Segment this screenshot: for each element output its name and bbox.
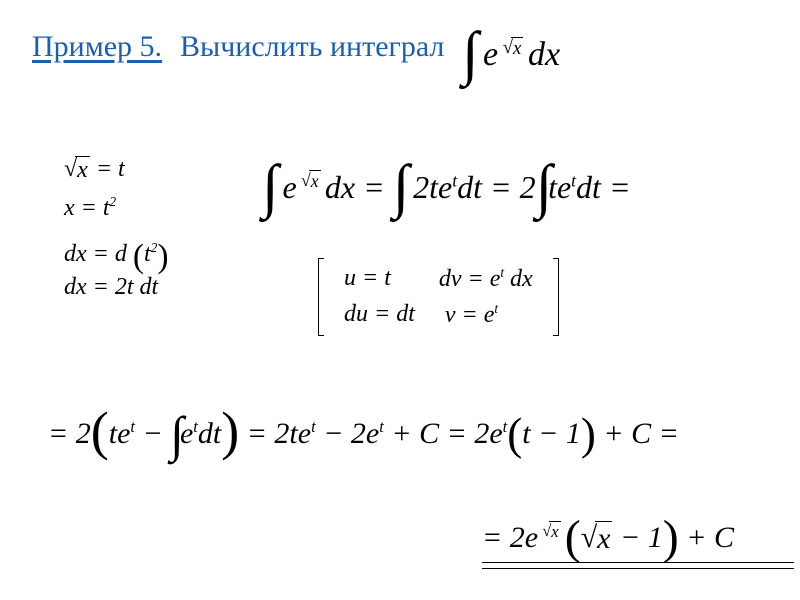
eq: = — [490, 169, 520, 205]
bp-dv: dv = et dx — [439, 265, 533, 293]
sqrt-x-3: x — [309, 170, 321, 192]
bp-v-l: v = e — [445, 302, 495, 328]
ans-exp: x — [549, 521, 560, 542]
e: e — [483, 36, 498, 73]
te2: te — [548, 169, 571, 205]
bracket-r-icon — [553, 258, 559, 336]
sqrt: x — [503, 37, 524, 60]
l3-eq: = 2te — [239, 417, 311, 450]
l3-et: e — [180, 417, 193, 450]
sub-line-4: dx = 2t dt — [64, 274, 158, 301]
bp-dv-l: dv = e — [439, 266, 501, 292]
paren-r-icon: ) — [581, 409, 596, 459]
l3-dt: dt — [198, 417, 221, 450]
dx2: dx — [325, 169, 355, 205]
l3-start: = 2 — [48, 417, 91, 450]
l3-tm1: t − 1 — [522, 417, 581, 450]
l3-min: − — [135, 417, 170, 450]
header-integral: ∫ e x dx — [462, 36, 560, 74]
sub2: x = t — [64, 195, 110, 221]
example-label: Пример 5. — [32, 30, 162, 64]
l3-end: + C = — [596, 417, 679, 450]
paren-l-icon: ( — [507, 409, 522, 459]
final-answer: = 2e x (x − 1) + C — [482, 504, 734, 559]
bp-dv-r: dx — [504, 266, 533, 292]
paren-l-icon: ( — [565, 511, 581, 564]
integral-sign-icon: ∫ — [262, 153, 274, 219]
two2: 2 — [520, 169, 536, 205]
answer-underline — [482, 562, 794, 563]
eq: = — [96, 156, 118, 182]
dt2: dt — [576, 169, 601, 205]
ans-inside: x − 1 — [581, 521, 663, 554]
paren-r-icon: ) — [221, 401, 239, 461]
sup2: 2 — [110, 194, 117, 209]
answer-underline-2 — [482, 568, 794, 569]
ans-pc: + C — [679, 521, 734, 554]
two: 2 — [413, 169, 429, 205]
integral-sign-icon: ∫ — [462, 20, 474, 86]
e2: e — [282, 169, 296, 205]
bp-u: u = t — [344, 265, 391, 293]
ans-pre: = 2e — [482, 521, 538, 554]
te: te — [429, 169, 452, 205]
x-eq-t: x = t — [64, 195, 110, 221]
sqrt-x-ans: x — [595, 521, 612, 556]
paren-r-icon: ) — [157, 238, 168, 275]
bracket-l-icon — [318, 258, 324, 336]
integral-sign-icon: ∫ — [393, 153, 405, 219]
by-parts-bracket: u = t dv = et dx du = dt v = et — [318, 258, 559, 336]
task-text: Вычислить интеграл — [180, 30, 444, 64]
sqrt-x-2: x — [75, 156, 90, 184]
sub-line-3: dx = d (t2) — [64, 232, 169, 270]
bp-v: v = et — [445, 301, 498, 329]
l3-pc: + C = 2e — [384, 417, 503, 450]
expansion-line: = 2(tet − ∫etdt) = 2tet − 2et + C = 2et(… — [48, 394, 679, 456]
paren-l-icon: ( — [91, 401, 109, 461]
t: t — [118, 156, 125, 182]
t-sq: t — [144, 241, 151, 267]
l3-te: te — [109, 417, 131, 450]
sqrt-x: x — [511, 37, 523, 60]
integral-sign-icon: ∫ — [536, 153, 548, 219]
dx-eq-d: dx = d — [64, 241, 127, 267]
integral-sign-icon: ∫ — [170, 406, 180, 462]
eq: = — [609, 169, 631, 205]
dx: dx — [528, 36, 560, 73]
bp-v-e: t — [494, 301, 498, 316]
dt: dt — [457, 169, 482, 205]
integral-chain: ∫ e x dx = ∫ 2tetdt = 2∫tetdt = — [262, 169, 631, 206]
sub-line-2: x = t2 — [64, 194, 116, 222]
title-row: Пример 5. Вычислить интеграл — [32, 30, 768, 64]
paren-l-icon: ( — [133, 238, 144, 275]
bp-du: du = dt — [344, 301, 415, 329]
l3-m2e: − 2e — [316, 417, 380, 450]
paren-r-icon: ) — [663, 511, 679, 564]
eq: = — [363, 169, 393, 205]
sub-line-1: x = t — [64, 156, 125, 184]
